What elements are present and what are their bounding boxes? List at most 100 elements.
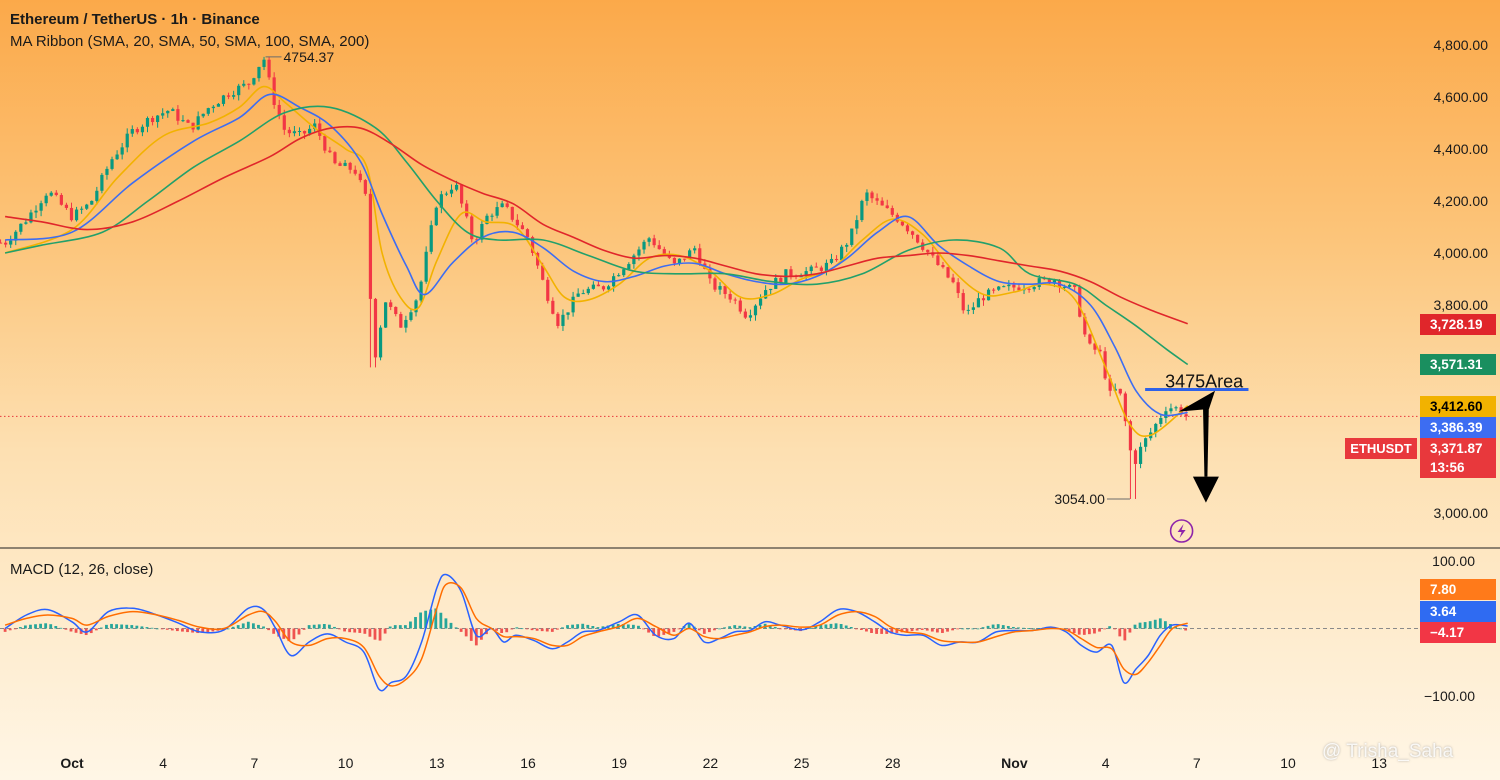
macd-histogram-bar (672, 628, 676, 632)
candle-up (313, 123, 317, 129)
candlestick-series[interactable] (0, 56, 1188, 499)
macd-histogram-value: −4.17 (1420, 622, 1496, 643)
macd-histogram-bar (783, 628, 787, 630)
ma-line-sma100[interactable] (4, 105, 1189, 366)
level-3475-label: 3475Area (1165, 372, 1244, 392)
ma-line-sma200[interactable] (4, 125, 1188, 325)
macd-histogram-bar (733, 625, 737, 629)
candle-down (525, 229, 530, 238)
candle-down (247, 83, 251, 85)
candle-down (723, 286, 727, 295)
candle-up (627, 264, 631, 270)
macd-histogram-bar (545, 628, 549, 632)
macd-histogram-bar (236, 625, 240, 629)
candle-down (885, 205, 889, 209)
time-axis-label: 28 (885, 755, 901, 771)
candle-up (429, 225, 433, 252)
macd-histogram-bar (429, 609, 433, 629)
candle-down (682, 258, 687, 260)
macd-histogram-bar (687, 623, 691, 629)
macd-legend[interactable]: MACD (12, 26, close) (10, 561, 154, 578)
candle-up (688, 250, 692, 260)
price-tick-label: 3,800.00 (1434, 297, 1489, 313)
candle-down (961, 293, 965, 311)
candle-up (140, 126, 145, 133)
candle-down (277, 104, 281, 116)
candle-down (657, 245, 661, 250)
forecast-arrow-head[interactable] (1192, 476, 1219, 503)
macd-line[interactable] (4, 573, 1188, 692)
macd-histogram-bar (454, 627, 458, 629)
candle-up (19, 223, 23, 232)
macd-histogram-bar (778, 628, 782, 630)
macd-histogram-bar (1148, 621, 1152, 629)
candle-up (586, 288, 590, 294)
candle-down (789, 269, 793, 277)
ma-line-sma20[interactable] (4, 85, 1189, 438)
macd-histogram-bar (135, 625, 139, 629)
candle-down (399, 314, 403, 328)
macd-histogram-bar (1103, 628, 1106, 630)
time-axis-label: Oct (60, 755, 84, 771)
candle-up (693, 248, 697, 251)
candle-down (814, 266, 818, 268)
candle-down (475, 239, 479, 241)
macd-histogram-bar (1123, 628, 1127, 641)
candle-up (677, 258, 682, 264)
macd-histogram-bar (1067, 628, 1071, 632)
candle-up (799, 276, 803, 278)
macd-histogram-bar (150, 627, 154, 629)
candle-up (90, 200, 94, 205)
candle-down (819, 267, 823, 271)
macd-histogram-bar (398, 625, 402, 629)
candle-down (926, 249, 930, 253)
candle-down (460, 184, 464, 204)
candle-up (769, 288, 773, 291)
macd-histogram-bar (424, 610, 428, 629)
macd-histogram-bar (393, 625, 397, 629)
macd-histogram-bar (439, 612, 443, 629)
sma20-price-label: 3,412.60 (1420, 395, 1496, 417)
candle-down (4, 242, 8, 245)
macd-histogram-bar (758, 624, 762, 629)
candle-down (951, 277, 955, 283)
ma-line-sma50[interactable] (5, 93, 1188, 417)
chart-title[interactable]: Ethereum / TetherUS · 1h · Binance (10, 11, 260, 28)
candle-down (226, 95, 231, 97)
candle-up (976, 298, 981, 308)
macd-histogram-bar (1158, 618, 1162, 629)
macd-histogram-bar (292, 628, 296, 640)
macd-tick-label: −100.00 (1424, 688, 1475, 704)
macd-histogram-bar (59, 627, 63, 629)
candle-down (905, 225, 910, 232)
lightning-event-icon[interactable] (1169, 519, 1194, 543)
candle-up (378, 327, 383, 358)
candle-up (14, 231, 18, 241)
macd-histogram-bar (555, 628, 559, 630)
macd-histogram-bar (170, 628, 174, 631)
candle-down (672, 257, 677, 264)
macd-histogram-bar (996, 624, 1000, 629)
candle-up (343, 162, 347, 166)
forecast-arrow-shaft[interactable] (1202, 402, 1209, 477)
macd-histogram-bar (307, 625, 311, 629)
candle-up (454, 184, 459, 190)
macd-histogram-bar (44, 623, 48, 629)
signal-line[interactable] (4, 582, 1188, 687)
candle-down (186, 120, 190, 123)
macd-histogram-bar (601, 626, 605, 629)
macd-histogram[interactable] (3, 608, 1188, 646)
candle-up (576, 293, 580, 297)
macd-histogram-bar (1153, 619, 1157, 629)
candle-up (1144, 438, 1148, 447)
candle-down (1027, 288, 1031, 290)
macd-histogram-bar (535, 628, 539, 631)
candle-up (100, 174, 104, 191)
candle-up (865, 192, 869, 201)
macd-histogram-bar (895, 628, 899, 633)
macd-histogram-bar (262, 626, 265, 629)
candle-down (0, 242, 3, 244)
ma-ribbon-legend[interactable]: MA Ribbon (SMA, 20, SMA, 50, SMA, 100, S… (10, 33, 370, 50)
price-tick-label: 4,400.00 (1434, 141, 1489, 157)
